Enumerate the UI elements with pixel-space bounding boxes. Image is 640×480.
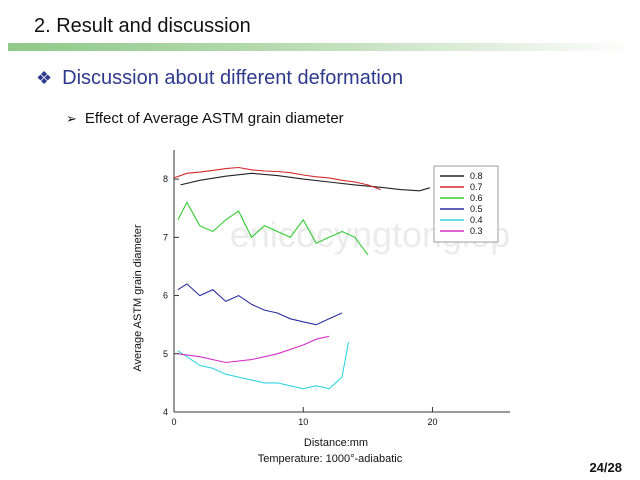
- legend-label-0.8: 0.8: [470, 171, 483, 181]
- axis-layer: 0 10 20 4 5 6 7 8: [163, 174, 437, 427]
- y-tick-label: 7: [163, 232, 168, 242]
- legend-label-0.7: 0.7: [470, 182, 483, 192]
- legend-label-0.5: 0.5: [470, 204, 483, 214]
- section-title: 2. Result and discussion: [34, 15, 251, 37]
- series-line-0.7: [173, 166, 381, 191]
- chart-caption: Temperature: 1000°-adiabatic: [258, 453, 403, 465]
- legend-label-0.6: 0.6: [470, 193, 483, 203]
- plot-layer: [173, 166, 431, 390]
- x-axis-label: Distance:mm: [304, 437, 368, 449]
- series-line-0.5: [177, 283, 343, 326]
- subheading-row: ➢ Effect of Average ASTM grain diameter: [66, 110, 344, 127]
- x-tick-label: 20: [427, 417, 437, 427]
- legend-label-0.3: 0.3: [470, 226, 483, 236]
- slide-heading: Discussion about different deformation: [62, 67, 404, 89]
- y-tick-label: 4: [163, 407, 168, 417]
- title-underline-bar: [8, 43, 640, 51]
- series-line-0.6: [177, 201, 369, 256]
- y-tick-label: 8: [163, 174, 168, 184]
- slide-subheading: Effect of Average ASTM grain diameter: [84, 110, 344, 127]
- x-tick-label: 0: [171, 417, 176, 427]
- y-tick-label: 5: [163, 349, 168, 359]
- series-line-0.4: [177, 341, 350, 390]
- legend: 0.80.70.60.50.40.3: [433, 165, 499, 243]
- y-tick-label: 6: [163, 291, 168, 301]
- series-line-0.3: [177, 335, 330, 364]
- series-line-0.8: [180, 172, 431, 192]
- x-tick-label: 10: [298, 417, 308, 427]
- legend-label-0.4: 0.4: [470, 215, 483, 225]
- page-number: 24/28: [589, 460, 622, 475]
- legend-box: [433, 165, 499, 243]
- diamond-bullet-icon: ❖: [36, 68, 53, 88]
- y-axis-label: Average ASTM grain diameter: [132, 224, 144, 371]
- arrow-bullet-icon: ➢: [66, 110, 77, 126]
- heading-row: ❖ Discussion about different deformation: [36, 67, 403, 90]
